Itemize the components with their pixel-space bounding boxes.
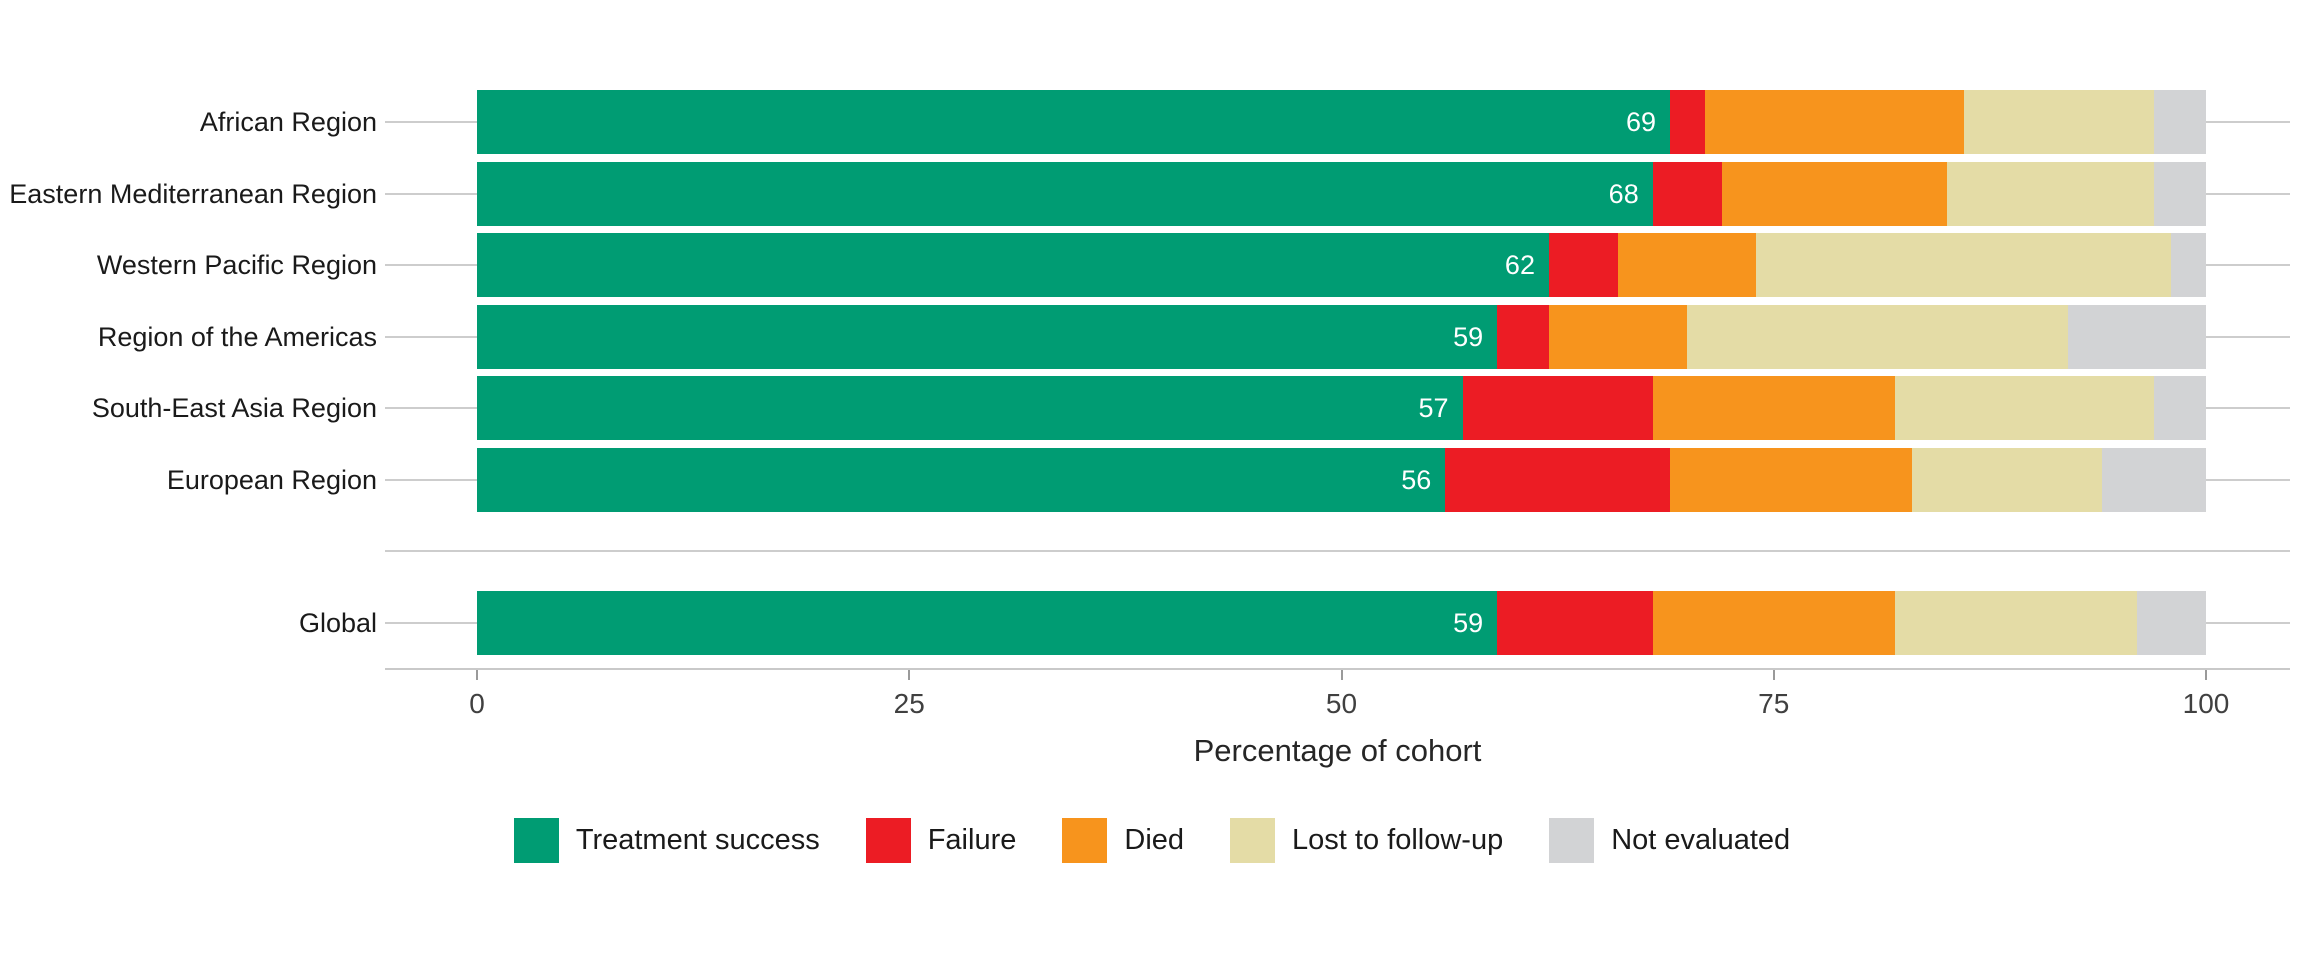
legend-label: Lost to follow-up: [1292, 824, 1504, 856]
bar-segment-died: [1652, 376, 1895, 440]
bar-segment-died: [1652, 590, 1895, 655]
bar-segment-failure: [1652, 161, 1722, 226]
bar-segment-not-evaluated: [2067, 304, 2206, 369]
bar-row: Region of the Americas 59: [0, 304, 2304, 369]
bar-segment-failure: [1497, 304, 1549, 369]
bar-segment-treatment-success: [477, 233, 1549, 297]
legend-key-swatch: [1549, 818, 1595, 863]
bar-segment-not-evaluated: [2171, 233, 2206, 297]
bar-segment-died: [1618, 233, 1757, 297]
category-gridline: [385, 550, 2290, 552]
legend-item: Failure: [865, 818, 1017, 863]
bar-row: Western Pacific Region 62: [0, 233, 2304, 297]
bar-segment-not-evaluated: [2154, 376, 2206, 440]
bar-segment-not-evaluated: [2154, 90, 2206, 154]
bar-segment-treatment-success: [477, 376, 1463, 440]
legend-item: Died: [1062, 818, 1184, 863]
spacer-row: [0, 519, 2304, 583]
x-axis-tick: [1772, 670, 1775, 680]
bar-value-label: 59: [1453, 321, 1484, 352]
bar-segment-died: [1670, 447, 1913, 512]
bar-value-label: 62: [1504, 250, 1535, 280]
bar-segment-treatment-success: [477, 590, 1498, 655]
bar-segment-treatment-success: [477, 90, 1670, 154]
x-axis-tick: [2205, 670, 2207, 680]
legend-label: Failure: [927, 824, 1017, 856]
bar-segment-died: [1548, 304, 1688, 369]
bar-value-label: 56: [1401, 464, 1432, 495]
x-axis-tick-label: 75: [1758, 688, 1790, 719]
bar-row: Global 59: [0, 590, 2304, 655]
legend-key-swatch: [865, 818, 911, 863]
x-axis-tick-label: 0: [469, 688, 485, 719]
bar-segment-not-evaluated: [2136, 590, 2206, 655]
bar-segment-died: [1721, 161, 1947, 226]
bar-segment-failure: [1548, 233, 1619, 297]
legend-item: Treatment success: [513, 818, 820, 863]
x-axis-title: Percentage of cohort: [1193, 733, 1482, 768]
legend-key-swatch: [1062, 818, 1108, 863]
bar-row: South-East Asia Region 57: [0, 376, 2304, 440]
bar-row: European Region 56: [0, 447, 2304, 512]
legend-item: Lost to follow-up: [1230, 818, 1503, 863]
bar-value-label: 57: [1418, 393, 1449, 423]
legend-label: Treatment success: [575, 824, 820, 856]
bar-segment-not-evaluated: [2102, 447, 2206, 512]
legend-label: Died: [1124, 824, 1185, 856]
bar-segment-failure: [1462, 376, 1653, 440]
category-label: African Region: [199, 107, 377, 137]
bar-row: African Region 69: [0, 90, 2304, 154]
x-axis-tick: [476, 670, 478, 680]
category-label: South-East Asia Region: [91, 393, 377, 423]
x-axis-tick: [908, 670, 911, 680]
category-label: Eastern Mediterranean Region: [9, 178, 377, 209]
bar-value-label: 68: [1608, 178, 1639, 209]
category-label: European Region: [166, 464, 377, 495]
legend-key-swatch: [513, 818, 559, 863]
legend-key-swatch: [1230, 818, 1276, 863]
bar-segment-lost-to-follow-up: [1946, 161, 2155, 226]
bar-value-label: 59: [1453, 607, 1484, 638]
x-axis-tick: [1340, 670, 1343, 680]
bar-segment-treatment-success: [477, 304, 1498, 369]
bar-segment-died: [1704, 90, 1964, 154]
bar-segment-lost-to-follow-up: [1894, 590, 2137, 655]
legend-item: Not evaluated: [1549, 818, 1790, 863]
bar-segment-not-evaluated: [2154, 161, 2206, 226]
bar-segment-failure: [1445, 447, 1670, 512]
x-axis-tick-label: 25: [893, 688, 925, 719]
category-label: Global: [298, 607, 377, 638]
legend: Treatment success Failure Died Lost to foll…: [0, 818, 2304, 863]
bar-segment-lost-to-follow-up: [1687, 304, 2068, 369]
category-label: Western Pacific Region: [96, 250, 377, 280]
category-label: Region of the Americas: [97, 321, 377, 352]
legend-label: Not evaluated: [1611, 824, 1791, 856]
x-axis-line: [385, 668, 2290, 670]
bar-segment-failure: [1497, 590, 1653, 655]
bar-segment-lost-to-follow-up: [1756, 233, 2172, 297]
bar-value-label: 69: [1625, 107, 1656, 137]
x-axis-tick-label: 50: [1325, 688, 1358, 719]
x-axis-tick-label: 100: [2182, 688, 2230, 719]
bar-segment-failure: [1670, 90, 1705, 154]
bar-segment-lost-to-follow-up: [1963, 90, 2155, 154]
bar-segment-lost-to-follow-up: [1894, 376, 2155, 440]
bar-segment-treatment-success: [477, 161, 1653, 226]
bar-segment-treatment-success: [477, 447, 1446, 512]
bar-row: Eastern Mediterranean Region 68: [0, 161, 2304, 226]
bar-segment-lost-to-follow-up: [1912, 447, 2103, 512]
